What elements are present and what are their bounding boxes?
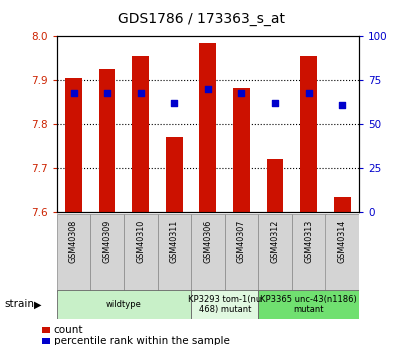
Text: GSM40308: GSM40308 bbox=[69, 219, 78, 263]
Bar bbox=[300, 56, 317, 212]
Text: wildtype: wildtype bbox=[106, 300, 142, 309]
Point bbox=[137, 90, 144, 95]
Bar bbox=[191, 290, 258, 319]
Text: KP3365 unc-43(n1186)
mutant: KP3365 unc-43(n1186) mutant bbox=[260, 295, 357, 314]
Text: GSM40311: GSM40311 bbox=[170, 219, 179, 263]
Bar bbox=[258, 290, 359, 319]
Text: KP3293 tom-1(nu
468) mutant: KP3293 tom-1(nu 468) mutant bbox=[188, 295, 261, 314]
Bar bbox=[334, 197, 351, 212]
Bar bbox=[267, 159, 284, 212]
Point bbox=[339, 102, 346, 108]
Text: GSM40313: GSM40313 bbox=[304, 219, 313, 263]
Text: GSM40312: GSM40312 bbox=[270, 219, 280, 263]
Text: ▶: ▶ bbox=[34, 299, 42, 309]
Bar bbox=[326, 214, 359, 292]
Bar bbox=[191, 214, 225, 292]
Point bbox=[205, 86, 211, 92]
Point bbox=[305, 90, 312, 95]
Bar bbox=[200, 43, 216, 212]
Point bbox=[104, 90, 110, 95]
Bar bbox=[132, 56, 149, 212]
Bar bbox=[65, 78, 82, 212]
Bar bbox=[124, 214, 158, 292]
Bar bbox=[99, 69, 116, 212]
Text: GSM40309: GSM40309 bbox=[102, 219, 112, 263]
Bar bbox=[258, 214, 292, 292]
Point bbox=[238, 90, 245, 95]
Text: GSM40310: GSM40310 bbox=[136, 219, 145, 263]
Text: strain: strain bbox=[4, 299, 34, 309]
Bar bbox=[158, 214, 191, 292]
Point bbox=[70, 90, 77, 95]
Bar bbox=[225, 214, 258, 292]
Text: GSM40314: GSM40314 bbox=[338, 219, 347, 263]
Text: GSM40306: GSM40306 bbox=[203, 219, 213, 263]
Bar bbox=[233, 88, 250, 212]
Text: GSM40307: GSM40307 bbox=[237, 219, 246, 263]
Text: percentile rank within the sample: percentile rank within the sample bbox=[54, 336, 230, 345]
Bar bbox=[90, 214, 124, 292]
Bar bbox=[57, 214, 90, 292]
Bar bbox=[57, 290, 191, 319]
Bar bbox=[166, 137, 183, 212]
Text: count: count bbox=[54, 325, 83, 335]
Text: GDS1786 / 173363_s_at: GDS1786 / 173363_s_at bbox=[118, 12, 285, 26]
Point bbox=[171, 100, 178, 106]
Point bbox=[272, 100, 278, 106]
Bar bbox=[292, 214, 326, 292]
